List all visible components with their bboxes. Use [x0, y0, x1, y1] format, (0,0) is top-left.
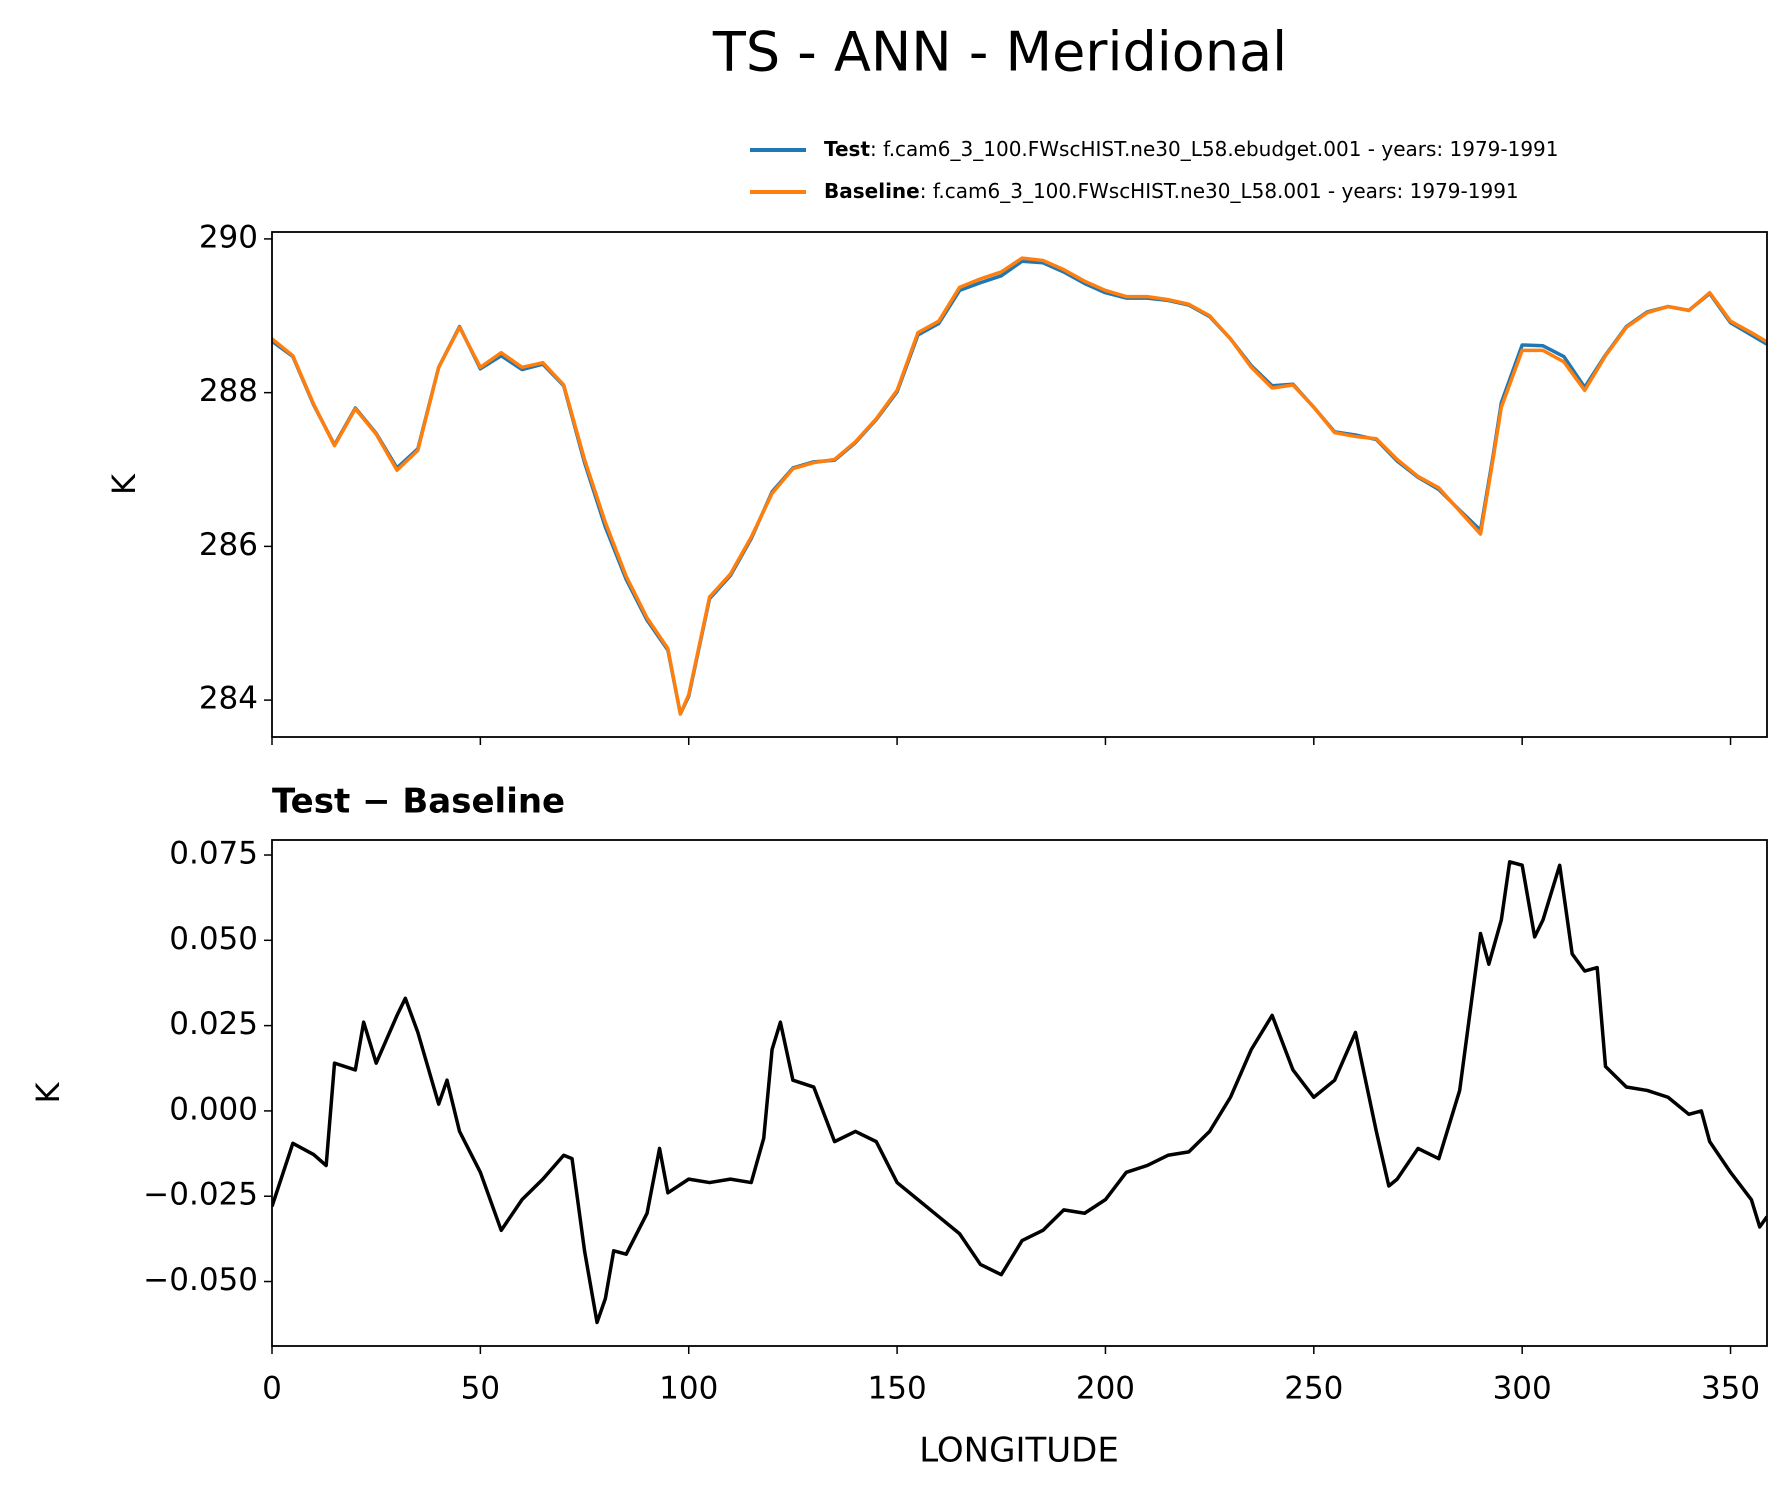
y-tick-label: −0.025: [143, 1177, 258, 1213]
chart-title: TS - ANN - Meridional: [712, 21, 1287, 84]
legend-name: Baseline: [824, 179, 920, 203]
x-tick-label: 100: [659, 1371, 718, 1407]
y-axis-label: K: [29, 1081, 67, 1103]
y-tick-label: 286: [199, 527, 258, 563]
x-tick-label: 0: [262, 1371, 282, 1407]
x-tick-label: 300: [1493, 1371, 1552, 1407]
y-tick-label: 0.075: [169, 836, 258, 872]
legend-label: : f.cam6_3_100.FWscHIST.ne30_L58.001 - y…: [920, 179, 1519, 203]
x-tick-label: 350: [1701, 1371, 1760, 1407]
series-line: [272, 256, 1767, 716]
y-tick-label: −0.050: [143, 1262, 258, 1298]
legend-label: : f.cam6_3_100.FWscHIST.ne30_L58.ebudget…: [870, 137, 1559, 161]
y-tick-label: 290: [199, 219, 258, 255]
x-axis-label: LONGITUDE: [919, 1431, 1119, 1471]
x-tick-label: 150: [868, 1371, 927, 1407]
y-axis-label: K: [105, 473, 143, 495]
axes-frame: [271, 839, 1768, 1347]
panel-title: Test − Baseline: [272, 782, 565, 822]
legend-name: Test: [824, 137, 870, 161]
y-tick-label: 0.025: [169, 1006, 258, 1042]
x-tick-label: 250: [1284, 1371, 1343, 1407]
legend-entry: Baseline: f.cam6_3_100.FWscHIST.ne30_L58…: [824, 179, 1519, 203]
y-tick-label: 0.050: [169, 921, 258, 957]
legend-entry: Test: f.cam6_3_100.FWscHIST.ne30_L58.ebu…: [824, 137, 1559, 161]
y-tick-label: 288: [199, 373, 258, 409]
axes-frame: [271, 231, 1768, 738]
series-line: [272, 860, 1767, 1325]
y-tick-label: 0.000: [169, 1091, 258, 1127]
y-tick-label: 284: [199, 681, 258, 717]
x-tick-label: 200: [1076, 1371, 1135, 1407]
x-tick-label: 50: [461, 1371, 500, 1407]
series-line: [272, 259, 1767, 716]
